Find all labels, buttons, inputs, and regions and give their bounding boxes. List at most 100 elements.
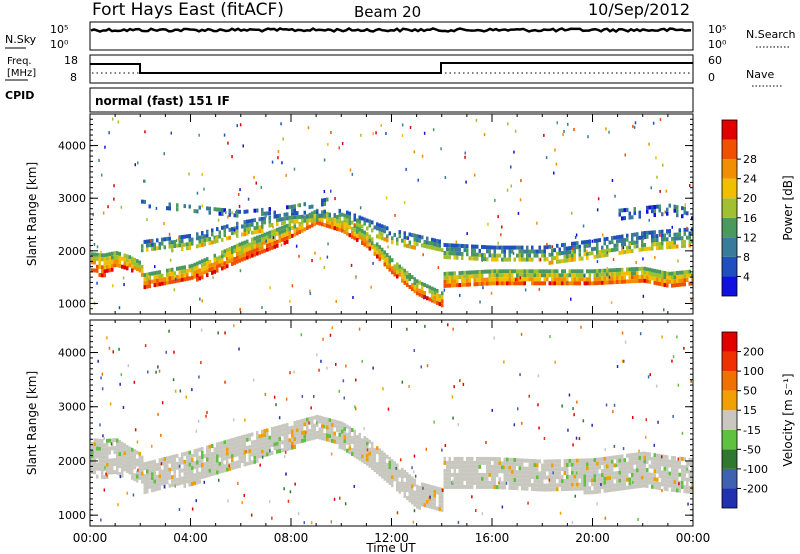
range-cell bbox=[681, 468, 684, 473]
range-cell bbox=[101, 471, 104, 476]
range-cell bbox=[623, 275, 626, 280]
range-cell bbox=[231, 258, 234, 262]
range-cell bbox=[553, 479, 556, 484]
range-cell bbox=[298, 419, 301, 424]
range-cell bbox=[118, 255, 121, 260]
range-cell bbox=[593, 269, 596, 274]
range-cell bbox=[316, 430, 319, 435]
range-cell bbox=[321, 198, 324, 203]
range-cell bbox=[281, 237, 284, 242]
scatter-cell bbox=[538, 287, 541, 291]
range-cell bbox=[581, 470, 584, 475]
range-cell bbox=[331, 430, 334, 435]
range-cell bbox=[96, 256, 99, 261]
range-cell bbox=[658, 245, 661, 250]
range-cell bbox=[606, 484, 609, 489]
range-cell bbox=[651, 460, 654, 465]
scatter-cell bbox=[600, 483, 602, 486]
range-cell bbox=[123, 463, 126, 468]
range-cell bbox=[366, 240, 369, 245]
range-cell bbox=[543, 471, 546, 476]
range-cell bbox=[446, 472, 449, 477]
range-cell bbox=[103, 261, 106, 266]
range-cell bbox=[658, 466, 661, 470]
colorbar-segment bbox=[722, 217, 737, 238]
scatter-cell bbox=[490, 291, 493, 295]
colorbar-tick-label: 8 bbox=[743, 251, 750, 264]
range-cell bbox=[578, 281, 581, 286]
scatter-cell bbox=[573, 128, 575, 131]
range-cell bbox=[156, 246, 159, 251]
scatter-cell bbox=[513, 423, 516, 427]
range-cell bbox=[533, 253, 536, 258]
y-tick-label: 3000 bbox=[58, 192, 86, 205]
range-cell bbox=[293, 211, 296, 216]
range-cell bbox=[101, 269, 104, 274]
range-cell bbox=[298, 431, 301, 436]
range-cell bbox=[153, 246, 156, 251]
range-cell bbox=[573, 281, 576, 286]
range-cell bbox=[211, 472, 214, 476]
range-cell bbox=[638, 214, 641, 219]
scatter-cell bbox=[298, 254, 300, 258]
scatter-cell bbox=[552, 471, 554, 475]
range-cell bbox=[493, 277, 496, 282]
range-cell bbox=[121, 465, 124, 470]
range-cell bbox=[241, 459, 244, 464]
range-cell bbox=[191, 454, 194, 458]
range-cell bbox=[128, 470, 131, 475]
scatter-cell bbox=[576, 400, 578, 404]
range-cell bbox=[651, 246, 654, 251]
scatter-cell bbox=[330, 520, 333, 524]
range-cell bbox=[643, 266, 646, 271]
range-cell bbox=[356, 218, 359, 223]
range-cell bbox=[668, 245, 671, 250]
range-cell bbox=[233, 465, 236, 470]
scatter-cell bbox=[363, 427, 365, 431]
range-cell bbox=[143, 285, 146, 290]
range-cell bbox=[503, 257, 506, 262]
range-cell bbox=[181, 468, 184, 473]
range-cell bbox=[581, 273, 584, 278]
range-cell bbox=[543, 459, 546, 464]
scatter-cell bbox=[353, 484, 355, 488]
range-cell bbox=[648, 452, 651, 457]
range-cell bbox=[436, 296, 439, 301]
range-cell bbox=[593, 458, 596, 463]
range-cell bbox=[348, 442, 351, 447]
range-cell bbox=[301, 224, 304, 229]
scatter-cell bbox=[686, 226, 688, 230]
range-cell bbox=[283, 447, 286, 452]
range-cell bbox=[496, 281, 499, 286]
range-cell bbox=[421, 235, 424, 240]
range-cell bbox=[493, 457, 496, 461]
scatter-cell bbox=[289, 371, 291, 375]
colorbar-label: Power [dB] bbox=[781, 175, 795, 240]
range-cell bbox=[176, 461, 179, 466]
range-cell bbox=[606, 456, 609, 461]
range-cell bbox=[378, 456, 381, 461]
range-cell bbox=[543, 277, 546, 282]
range-cell bbox=[388, 461, 391, 465]
range-cell bbox=[123, 459, 126, 464]
colorbar-frame bbox=[721, 119, 738, 297]
range-cell bbox=[536, 479, 539, 484]
range-cell bbox=[311, 436, 314, 441]
range-cell bbox=[446, 279, 449, 284]
range-cell bbox=[243, 256, 246, 261]
range-cell bbox=[168, 276, 171, 281]
range-cell bbox=[138, 471, 141, 476]
range-cell bbox=[273, 236, 276, 241]
range-cell bbox=[568, 254, 571, 259]
range-cell bbox=[331, 418, 334, 423]
range-cell bbox=[138, 268, 141, 273]
range-cell bbox=[531, 475, 534, 479]
range-cell bbox=[116, 251, 119, 256]
range-cell bbox=[596, 250, 599, 255]
range-cell bbox=[448, 247, 451, 252]
range-cell bbox=[106, 462, 109, 467]
range-cell bbox=[653, 453, 656, 458]
range-cell bbox=[671, 283, 674, 288]
range-cell bbox=[661, 278, 664, 283]
range-cell bbox=[556, 259, 559, 264]
